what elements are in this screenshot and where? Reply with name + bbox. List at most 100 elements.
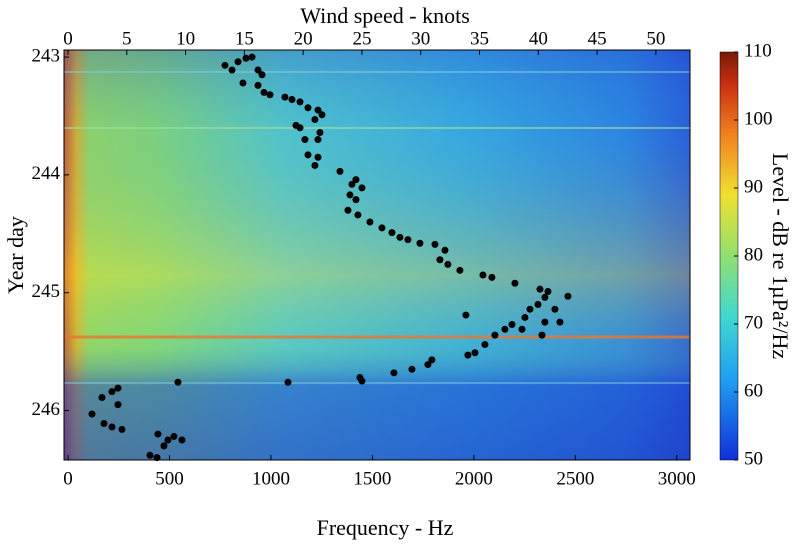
point	[501, 325, 509, 333]
point	[314, 153, 322, 161]
point	[541, 293, 549, 301]
point	[479, 271, 487, 279]
point	[100, 419, 108, 427]
point	[254, 66, 262, 74]
point	[114, 384, 122, 392]
point	[108, 423, 116, 431]
point	[266, 91, 274, 99]
point	[358, 184, 366, 192]
point	[436, 256, 444, 264]
point	[366, 218, 374, 226]
point	[416, 239, 424, 247]
colorbar-tick-label: 80	[744, 244, 763, 265]
point	[258, 71, 266, 79]
point	[154, 430, 162, 438]
point	[88, 410, 96, 418]
point	[471, 349, 479, 357]
colorbar-tick-label: 110	[744, 40, 772, 61]
plot-frame	[63, 49, 691, 461]
point	[260, 88, 268, 96]
point	[462, 311, 470, 319]
point	[160, 442, 168, 450]
point	[174, 378, 182, 386]
point	[424, 361, 432, 369]
point	[544, 288, 552, 296]
top-tick-label: 35	[470, 28, 489, 49]
point	[98, 394, 106, 402]
point	[314, 136, 322, 144]
point	[538, 331, 546, 339]
top-tick-label: 45	[588, 28, 607, 49]
y-tick-label: 244	[32, 163, 61, 184]
bottom-tick-label: 2000	[455, 468, 493, 489]
point	[221, 61, 229, 69]
colorbar-tick-label: 90	[744, 176, 763, 197]
point	[296, 124, 304, 132]
top-tick-label: 10	[176, 28, 195, 49]
point	[296, 98, 304, 106]
point	[304, 104, 312, 112]
point	[511, 279, 519, 287]
spectrogram	[64, 50, 690, 460]
colorbar-tick-label: 70	[744, 312, 763, 333]
point	[396, 233, 404, 241]
point	[254, 81, 262, 89]
point	[564, 292, 572, 300]
top-tick-label: 15	[235, 28, 254, 49]
point	[488, 273, 496, 281]
colorbar-tick-label: 60	[744, 380, 763, 401]
point	[508, 321, 516, 329]
point	[428, 356, 436, 364]
top-tick-label: 5	[122, 28, 132, 49]
point	[491, 331, 499, 339]
point	[404, 236, 412, 244]
top-tick-label: 0	[63, 28, 73, 49]
point	[456, 266, 464, 274]
point	[390, 369, 398, 377]
point	[281, 93, 289, 101]
point	[234, 58, 242, 66]
point	[114, 401, 122, 409]
bottom-tick-label: 2500	[556, 468, 594, 489]
colorbar-tick-label: 50	[744, 448, 763, 469]
point	[170, 432, 178, 440]
point	[464, 351, 472, 359]
point	[336, 167, 344, 175]
top-tick-label: 20	[294, 28, 313, 49]
point	[248, 53, 256, 61]
point	[352, 196, 360, 204]
point	[551, 305, 559, 313]
y-tick-label: 243	[32, 45, 61, 66]
point	[108, 388, 116, 396]
bottom-tick-label: 500	[155, 468, 184, 489]
top-tick-label: 40	[529, 28, 548, 49]
point	[534, 300, 542, 308]
point	[284, 378, 292, 386]
point	[239, 79, 247, 87]
bottom-tick-label: 1500	[353, 468, 391, 489]
point	[526, 305, 534, 313]
top-tick-label: 50	[646, 28, 665, 49]
y-tick-label: 245	[32, 281, 61, 302]
point	[304, 151, 312, 159]
bottom-axis-title: Frequency - Hz	[317, 515, 454, 540]
point	[431, 240, 439, 248]
colorbar-tick-label: 100	[744, 108, 773, 129]
point	[481, 341, 489, 349]
point	[118, 425, 126, 433]
point	[311, 161, 319, 169]
point	[408, 365, 416, 373]
top-tick-label: 25	[352, 28, 371, 49]
point	[541, 318, 549, 326]
point	[556, 318, 564, 326]
point	[518, 325, 526, 333]
point	[358, 377, 366, 385]
point	[378, 224, 386, 232]
point	[318, 111, 326, 119]
bottom-tick-label: 3000	[658, 468, 696, 489]
point	[346, 191, 354, 199]
point	[444, 260, 452, 268]
point	[311, 116, 319, 124]
y-tick-label: 246	[32, 399, 61, 420]
